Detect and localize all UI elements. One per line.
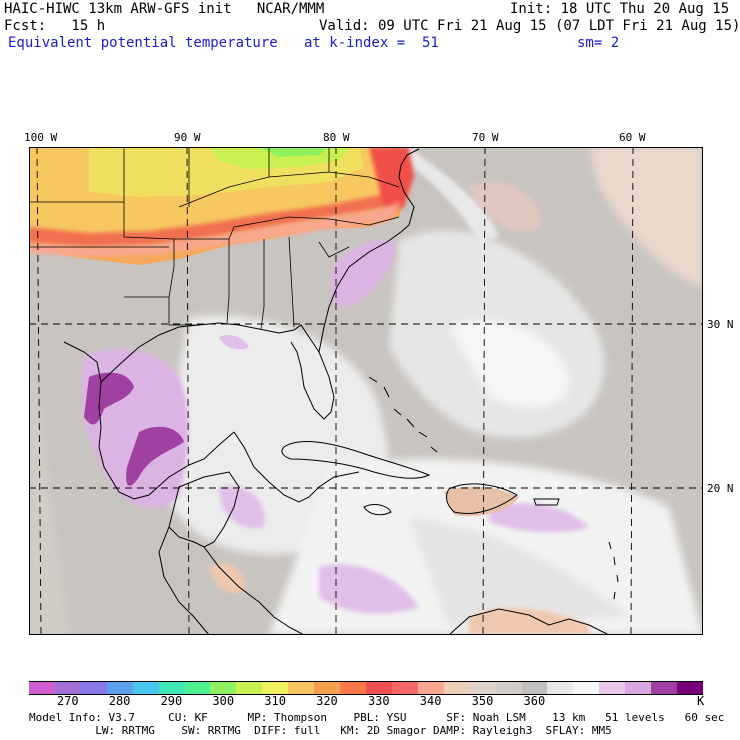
colorbar-swatch bbox=[599, 681, 626, 695]
colorbar-swatch bbox=[443, 681, 471, 695]
colorbar-label: 330 bbox=[367, 694, 390, 708]
lon-label-70w: 70 W bbox=[472, 131, 499, 144]
colorbar-label: 280 bbox=[108, 694, 131, 708]
colorbar-swatch bbox=[521, 681, 548, 695]
colorbar-label: 310 bbox=[264, 694, 286, 708]
colorbar-swatch bbox=[547, 681, 574, 695]
colorbar-swatch bbox=[132, 681, 160, 695]
latlon-grid bbox=[29, 147, 703, 635]
colorbar-swatch bbox=[417, 681, 445, 695]
colorbar-swatch bbox=[236, 681, 263, 695]
level-label: at k-index = 51 bbox=[304, 35, 439, 51]
coastlines bbox=[63, 148, 619, 635]
colorbar-swatch bbox=[106, 681, 134, 695]
lat-label-30n: 30 N bbox=[707, 318, 734, 331]
colorbar-swatch bbox=[573, 681, 600, 695]
colorbar-swatch bbox=[54, 681, 82, 695]
colorbar-swatch bbox=[29, 681, 56, 695]
colorbar-swatch bbox=[469, 681, 497, 695]
lon-label-60w: 60 W bbox=[619, 131, 646, 144]
colorbar-swatch bbox=[184, 681, 211, 695]
lat-label-20n: 20 N bbox=[707, 482, 734, 495]
colorbar-swatch bbox=[340, 681, 367, 695]
colorbar-swatch bbox=[651, 681, 678, 695]
colorbar-swatch bbox=[288, 681, 315, 695]
colorbar-swatch bbox=[366, 681, 393, 695]
colorbar-swatch bbox=[210, 681, 237, 695]
model-title: HAIC-HIWC 13km ARW-GFS init NCAR/MMM bbox=[4, 1, 325, 17]
colorbar-swatch bbox=[80, 681, 108, 695]
smoothing-label: sm= 2 bbox=[577, 35, 620, 51]
state-borders bbox=[29, 147, 400, 330]
colorbar-label: 320 bbox=[316, 694, 338, 708]
colorbar-unit: K bbox=[697, 694, 705, 708]
colorbar-swatch bbox=[495, 681, 523, 695]
colorbar-swatch bbox=[262, 681, 289, 695]
colorbar-swatch bbox=[391, 681, 419, 695]
model-physics-line: LW: RRTMG SW: RRTMG DIFF: full KM: 2D Sm… bbox=[29, 724, 612, 737]
model-info-line: Model Info: V3.7 CU: KF MP: Thompson PBL… bbox=[29, 711, 725, 724]
theta-e-map bbox=[29, 147, 703, 635]
colorbar-label: 360 bbox=[523, 694, 546, 708]
colorbar-label: 340 bbox=[419, 694, 442, 708]
colorbar-label: 350 bbox=[471, 694, 494, 708]
colorbar-swatch bbox=[625, 681, 652, 695]
forecast-hour: Fcst: 15 h bbox=[4, 18, 106, 34]
colorbar-swatch bbox=[677, 681, 704, 695]
colorbar-label: 270 bbox=[56, 694, 79, 708]
colorbar-swatch bbox=[314, 681, 341, 695]
colorbar-label: 300 bbox=[212, 694, 235, 708]
map-frame bbox=[29, 147, 703, 635]
colorbar-label: 290 bbox=[160, 694, 183, 708]
colorbar-swatch bbox=[158, 681, 186, 695]
init-time: Init: 18 UTC Thu 20 Aug 15 bbox=[510, 1, 730, 17]
lon-label-90w: 90 W bbox=[174, 131, 201, 144]
lon-label-80w: 80 W bbox=[323, 131, 350, 144]
valid-time: Valid: 09 UTC Fri 21 Aug 15 (07 LDT Fri … bbox=[319, 18, 740, 34]
lon-label-100w: 100 W bbox=[24, 131, 58, 144]
field-name: Equivalent potential temperature bbox=[8, 35, 278, 51]
